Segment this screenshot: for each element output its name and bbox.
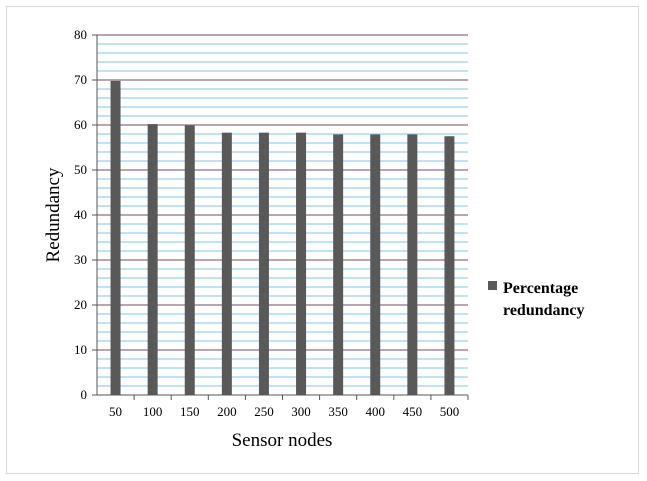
x-tick-label: 300	[291, 404, 311, 419]
bar-250	[258, 132, 269, 395]
y-tick-label: 70	[74, 72, 87, 87]
bar-150	[184, 125, 195, 395]
x-tick-labels: 50 100 150 200 250 300 350 400 450 500	[109, 404, 459, 419]
x-tick-label: 250	[254, 404, 274, 419]
y-tick-label: 60	[74, 117, 87, 132]
y-tick-label: 10	[74, 342, 87, 357]
bar-100	[147, 124, 158, 395]
bar-450	[407, 134, 418, 395]
bar-200	[221, 132, 232, 395]
bar-350	[333, 134, 344, 395]
bar-500	[444, 136, 455, 395]
x-tick-label: 500	[440, 404, 460, 419]
bars	[110, 80, 455, 396]
y-tick-label: 50	[74, 162, 87, 177]
legend-label-line-1: Percentage	[503, 280, 578, 297]
x-tick-label: 350	[328, 404, 348, 419]
legend-label-line-2: redundancy	[503, 302, 585, 319]
x-tick-label: 200	[217, 404, 237, 419]
y-axis-title: Redundancy	[43, 167, 64, 262]
x-tick-label: 50	[109, 404, 122, 419]
y-tick-labels: 0 10 20 30 40 50 60 70 80	[74, 27, 87, 402]
x-tick-label: 150	[180, 404, 200, 419]
y-tick-label: 80	[74, 27, 87, 42]
minor-gridlines	[97, 43, 468, 387]
axes	[92, 34, 469, 400]
x-tick-label: 450	[403, 404, 423, 419]
x-tick-label: 100	[143, 404, 163, 419]
y-tick-label: 20	[74, 297, 87, 312]
y-tick-label: 0	[81, 387, 88, 402]
y-tick-label: 30	[74, 252, 87, 267]
x-axis-title: Sensor nodes	[232, 430, 333, 451]
bar-50	[110, 80, 121, 396]
major-gridlines	[97, 34, 468, 351]
y-tick-label: 40	[74, 207, 87, 222]
bar-400	[370, 134, 381, 395]
legend: Percentage redundancy	[488, 280, 585, 319]
legend-swatch	[488, 281, 497, 290]
bar-300	[296, 132, 307, 395]
x-tick-label: 400	[366, 404, 386, 419]
